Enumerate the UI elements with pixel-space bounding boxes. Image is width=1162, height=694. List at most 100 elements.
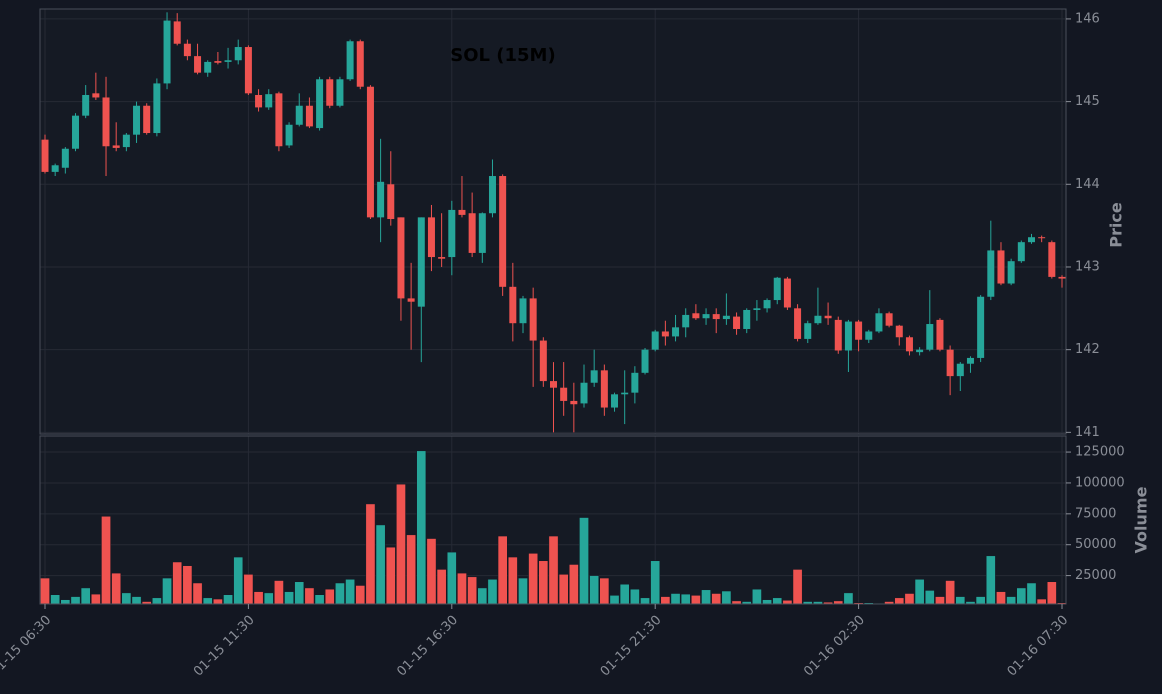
candle-body bbox=[580, 382, 588, 404]
candle-body bbox=[987, 250, 995, 297]
volume-bar bbox=[497, 535, 508, 605]
volume-bar bbox=[192, 582, 203, 605]
volume-bar bbox=[457, 572, 467, 605]
volume-bar bbox=[223, 594, 233, 605]
volume-bar bbox=[202, 597, 213, 605]
marks bbox=[40, 12, 1067, 605]
volume-bar bbox=[711, 593, 722, 605]
volume-bar bbox=[1026, 582, 1037, 605]
candle-body bbox=[478, 213, 486, 253]
volume-bar bbox=[609, 595, 620, 605]
volume-bar bbox=[904, 593, 915, 605]
candle-body bbox=[255, 94, 263, 108]
candle-body bbox=[448, 209, 456, 258]
candle-body bbox=[417, 217, 425, 307]
volume-bar bbox=[385, 546, 396, 605]
candle-body bbox=[814, 315, 822, 324]
candle-body bbox=[143, 105, 151, 134]
candle-body bbox=[966, 357, 974, 364]
volume-bar bbox=[548, 535, 559, 605]
volume-bar bbox=[121, 592, 132, 605]
volume-bar bbox=[182, 565, 193, 605]
candle-body bbox=[102, 97, 110, 147]
candle-body bbox=[1017, 242, 1025, 262]
candle-body bbox=[946, 349, 954, 377]
y-tick-label: 146 bbox=[1075, 11, 1100, 26]
volume-bar bbox=[640, 597, 650, 605]
candle-body bbox=[336, 79, 344, 106]
volume-bar bbox=[792, 569, 803, 605]
volume-bar bbox=[680, 593, 691, 605]
volume-bar bbox=[436, 569, 447, 605]
candle-body bbox=[356, 41, 364, 87]
volume-bar bbox=[1006, 596, 1016, 605]
candle-body bbox=[214, 61, 222, 63]
volume-bar bbox=[365, 503, 376, 605]
candle-body bbox=[875, 313, 883, 332]
candle-body bbox=[1038, 237, 1046, 239]
volume-bar bbox=[619, 583, 630, 605]
y-tick-label: 145 bbox=[1075, 94, 1100, 109]
volume-bar bbox=[324, 588, 335, 605]
volume-bar bbox=[284, 591, 294, 605]
candle-body bbox=[122, 134, 130, 148]
volume-bar bbox=[294, 581, 305, 605]
candle-body bbox=[682, 314, 690, 328]
candle-body bbox=[722, 315, 730, 320]
candle-body bbox=[590, 370, 598, 383]
candle-body bbox=[285, 124, 293, 146]
y-tick-label: 144 bbox=[1075, 177, 1100, 192]
candle-body bbox=[977, 296, 985, 358]
volume-tick-label: 125000 bbox=[1075, 445, 1125, 460]
candle-body bbox=[885, 313, 893, 326]
candle-body bbox=[570, 400, 578, 405]
volume-bar bbox=[274, 580, 284, 605]
volume-bar bbox=[558, 574, 569, 605]
volume-bar bbox=[1036, 598, 1047, 605]
candle-body bbox=[204, 61, 212, 73]
candle-body bbox=[509, 286, 517, 324]
candle-body bbox=[824, 315, 832, 319]
price-frame bbox=[39, 8, 1067, 435]
volume-bar bbox=[355, 585, 366, 605]
volume-bar bbox=[985, 555, 996, 605]
candle-body bbox=[458, 209, 466, 215]
y-tick-label: 142 bbox=[1075, 342, 1100, 357]
volume-bar bbox=[233, 556, 244, 605]
volume-bar bbox=[335, 582, 345, 605]
volume-bar bbox=[406, 534, 416, 605]
volume-bar bbox=[589, 575, 600, 605]
candle-body bbox=[295, 105, 303, 125]
volume-bar bbox=[263, 592, 274, 605]
volume-tick-label: 100000 bbox=[1075, 475, 1125, 490]
volume-bar bbox=[50, 594, 61, 605]
candle-body bbox=[651, 331, 659, 350]
volume-bar bbox=[701, 589, 711, 605]
volume-bar bbox=[253, 591, 264, 605]
volume-bar bbox=[426, 538, 437, 605]
candle-body bbox=[956, 363, 964, 377]
volume-bar bbox=[1016, 587, 1027, 605]
volume-bar bbox=[162, 577, 172, 605]
candle-body bbox=[794, 308, 802, 339]
candle-body bbox=[621, 392, 629, 395]
volume-tick-label: 25000 bbox=[1075, 568, 1116, 583]
volume-bar bbox=[894, 597, 905, 605]
volume-bar bbox=[111, 572, 122, 605]
candle-body bbox=[468, 213, 476, 253]
volume-axis-label: Volume bbox=[1132, 486, 1151, 553]
volume-bar bbox=[945, 580, 955, 605]
candle-body bbox=[499, 176, 507, 287]
candle-body bbox=[224, 60, 232, 62]
candle-body bbox=[631, 372, 639, 393]
candle-body bbox=[550, 381, 557, 388]
candle-body bbox=[1048, 242, 1056, 277]
candle-body bbox=[407, 298, 415, 302]
candle-body bbox=[834, 319, 842, 351]
candle-body bbox=[611, 394, 619, 408]
volume-bar bbox=[446, 551, 457, 605]
candle-body bbox=[316, 79, 324, 129]
candle-body bbox=[61, 148, 69, 168]
